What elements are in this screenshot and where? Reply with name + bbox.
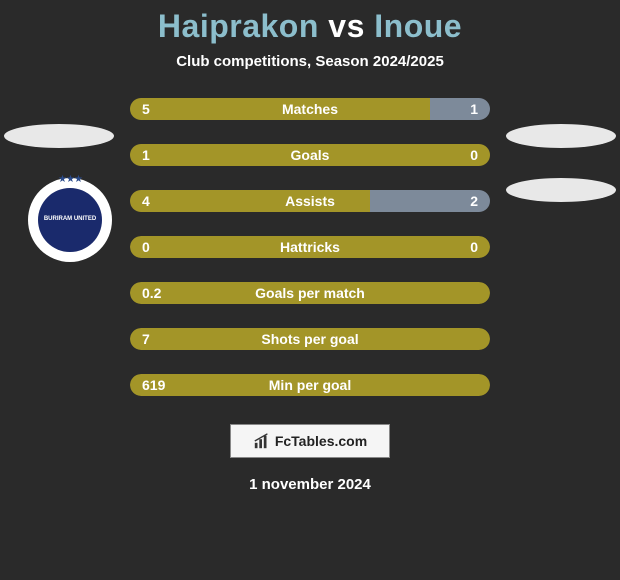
page-title: Haiprakon vs Inoue	[158, 8, 462, 45]
stat-label: Min per goal	[269, 377, 351, 393]
chart-icon	[253, 432, 271, 450]
stat-value-right: 0	[470, 239, 478, 255]
stat-label: Matches	[282, 101, 338, 117]
stats-bars: Matches51Goals10Assists42Hattricks00Goal…	[130, 98, 490, 396]
bar-segment-left	[130, 98, 430, 120]
stat-value-left: 1	[142, 147, 150, 163]
club-badge-inner: BURIRAM UNITED	[38, 188, 102, 252]
stat-value-left: 4	[142, 193, 150, 209]
comparison-card: Haiprakon vs Inoue Club competitions, Se…	[0, 0, 620, 580]
stat-label: Goals	[291, 147, 330, 163]
stat-value-left: 7	[142, 331, 150, 347]
stat-value-left: 619	[142, 377, 165, 393]
stat-value-right: 0	[470, 147, 478, 163]
club-badge: ★★★ BURIRAM UNITED	[28, 178, 112, 262]
footer-logo: FcTables.com	[230, 424, 390, 458]
avatar-placeholder-left	[4, 124, 114, 148]
stat-value-right: 1	[470, 101, 478, 117]
stat-row: Min per goal 619	[130, 374, 490, 396]
club-stars-icon: ★★★	[58, 174, 82, 185]
stat-label: Goals per match	[255, 285, 365, 301]
stat-value-left: 0.2	[142, 285, 161, 301]
avatar-placeholder-right-2	[506, 178, 616, 202]
stat-row: Hattricks 0 0	[130, 236, 490, 258]
stat-row: Goals per match 0.2	[130, 282, 490, 304]
player-1-name: Haiprakon	[158, 8, 319, 44]
avatar-placeholder-right-1	[506, 124, 616, 148]
stat-row: Matches 5 1	[130, 98, 490, 120]
footer-logo-text: FcTables.com	[275, 433, 367, 449]
bar-segment-right	[430, 98, 490, 120]
player-2-name: Inoue	[374, 8, 462, 44]
stat-row: Assists 4 2	[130, 190, 490, 212]
stat-row: Goals 1 0	[130, 144, 490, 166]
stat-row: Shots per goal 7	[130, 328, 490, 350]
stat-label: Hattricks	[280, 239, 340, 255]
stat-value-left: 0	[142, 239, 150, 255]
stat-label: Shots per goal	[261, 331, 358, 347]
stat-value-left: 5	[142, 101, 150, 117]
club-badge-text: BURIRAM UNITED	[44, 216, 96, 223]
stat-label: Assists	[285, 193, 335, 209]
vs-text: vs	[328, 8, 365, 44]
stat-value-right: 2	[470, 193, 478, 209]
footer-date: 1 november 2024	[249, 476, 371, 493]
subtitle: Club competitions, Season 2024/2025	[176, 53, 444, 70]
